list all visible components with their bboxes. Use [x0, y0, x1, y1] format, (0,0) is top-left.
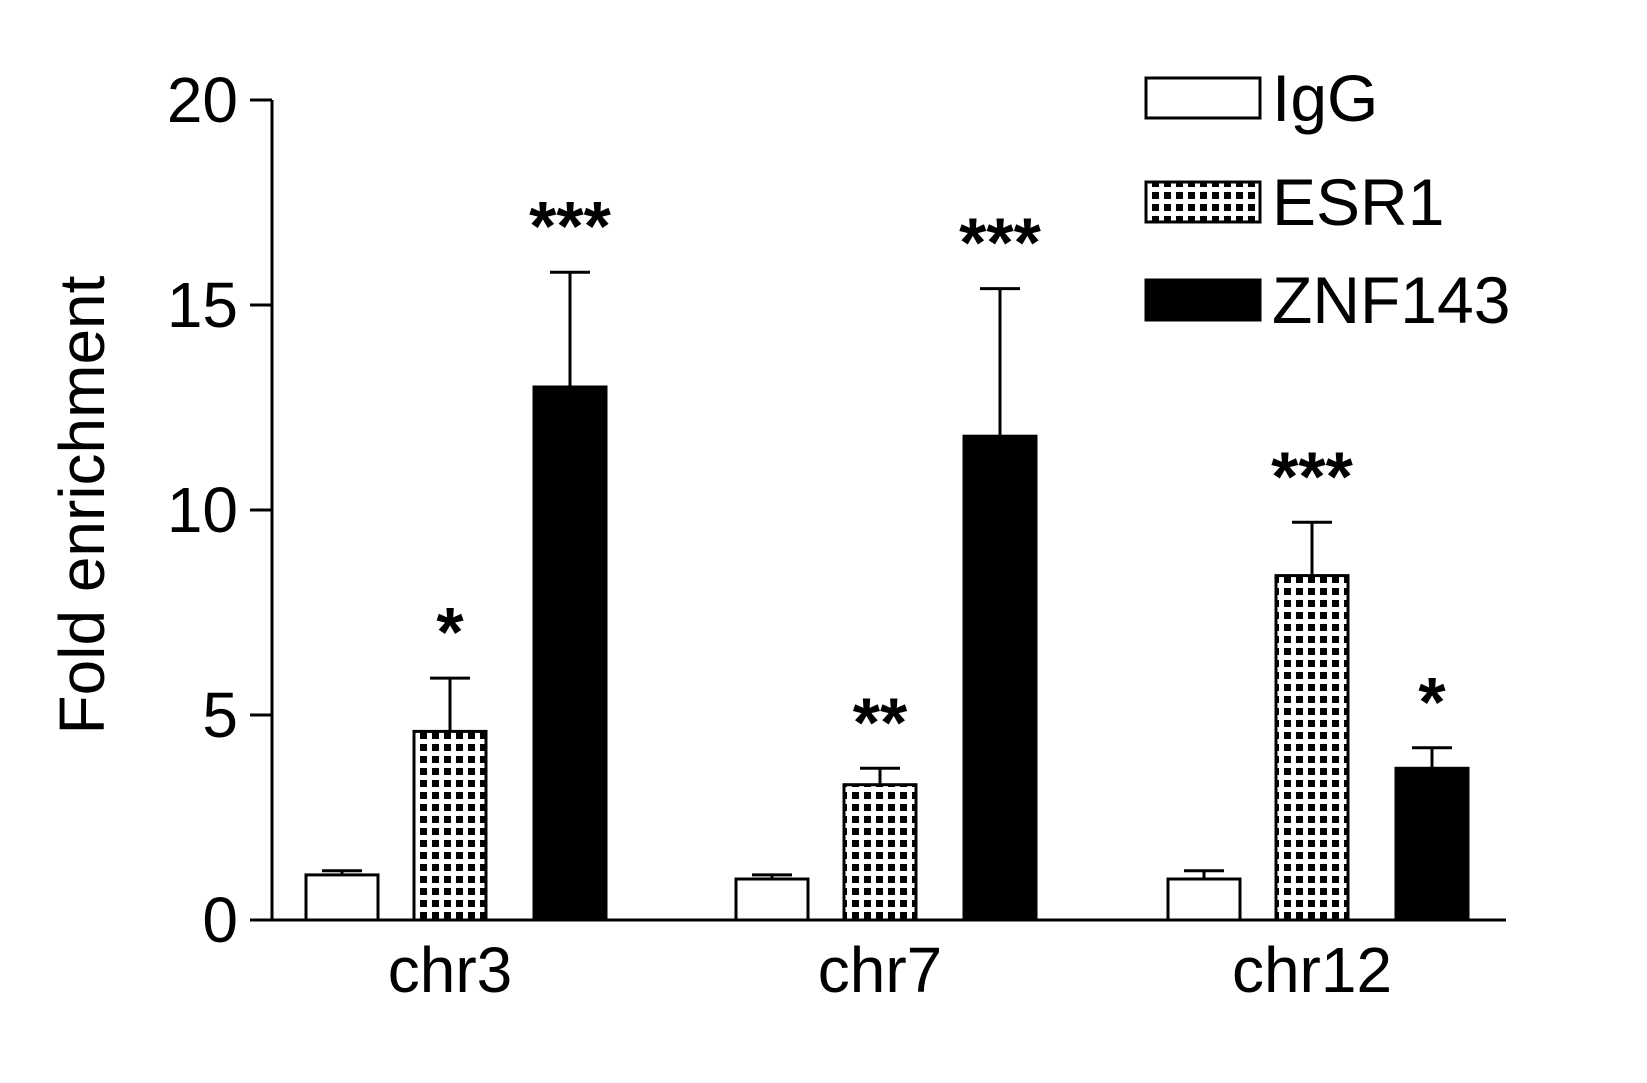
legend-swatch-igg: [1144, 76, 1262, 120]
bar-znf143-chr3: [532, 385, 608, 922]
significance-esr1-chr3: *: [436, 593, 464, 671]
bar-igg-chr3: [304, 873, 380, 922]
y-tick-label: 0: [202, 884, 238, 956]
y-tick-label: 15: [167, 269, 238, 341]
bar-igg-chr12: [1166, 877, 1242, 922]
significance-znf143-chr7: ***: [959, 204, 1041, 282]
significance-labels: *************: [436, 187, 1446, 761]
y-tick-label: 5: [202, 679, 238, 751]
bar-znf143-chr12: [1394, 766, 1470, 922]
y-axis-title: Fold enrichment: [46, 275, 118, 734]
bar-esr1-chr7: [842, 783, 918, 922]
y-ticks: 0 5 10 15 20: [167, 64, 272, 956]
bar-esr1-chr12: [1274, 574, 1350, 922]
legend-swatch-esr1: [1144, 180, 1262, 224]
y-tick-label: 20: [167, 64, 238, 136]
x-tick-label-chr7: chr7: [818, 934, 943, 1006]
x-tick-label-chr12: chr12: [1232, 934, 1392, 1006]
x-tick-label-chr3: chr3: [388, 934, 513, 1006]
significance-esr1-chr7: **: [853, 683, 908, 761]
bar-esr1-chr3: [412, 729, 488, 922]
bar-znf143-chr7: [962, 434, 1038, 922]
legend: IgG ESR1 ZNF143: [1144, 61, 1510, 337]
x-ticks: chr3 chr7 chr12: [388, 934, 1392, 1006]
significance-esr1-chr12: ***: [1271, 437, 1353, 515]
legend-swatch-znf143: [1144, 278, 1262, 322]
bar-igg-chr7: [734, 877, 810, 922]
error-bars: [322, 270, 1452, 879]
legend-label-esr1: ESR1: [1272, 165, 1444, 239]
legend-label-igg: IgG: [1272, 61, 1378, 135]
significance-znf143-chr12: *: [1418, 663, 1446, 741]
y-tick-label: 10: [167, 474, 238, 546]
bars: [304, 385, 1470, 922]
significance-znf143-chr3: ***: [529, 187, 611, 265]
legend-label-znf143: ZNF143: [1272, 263, 1510, 337]
